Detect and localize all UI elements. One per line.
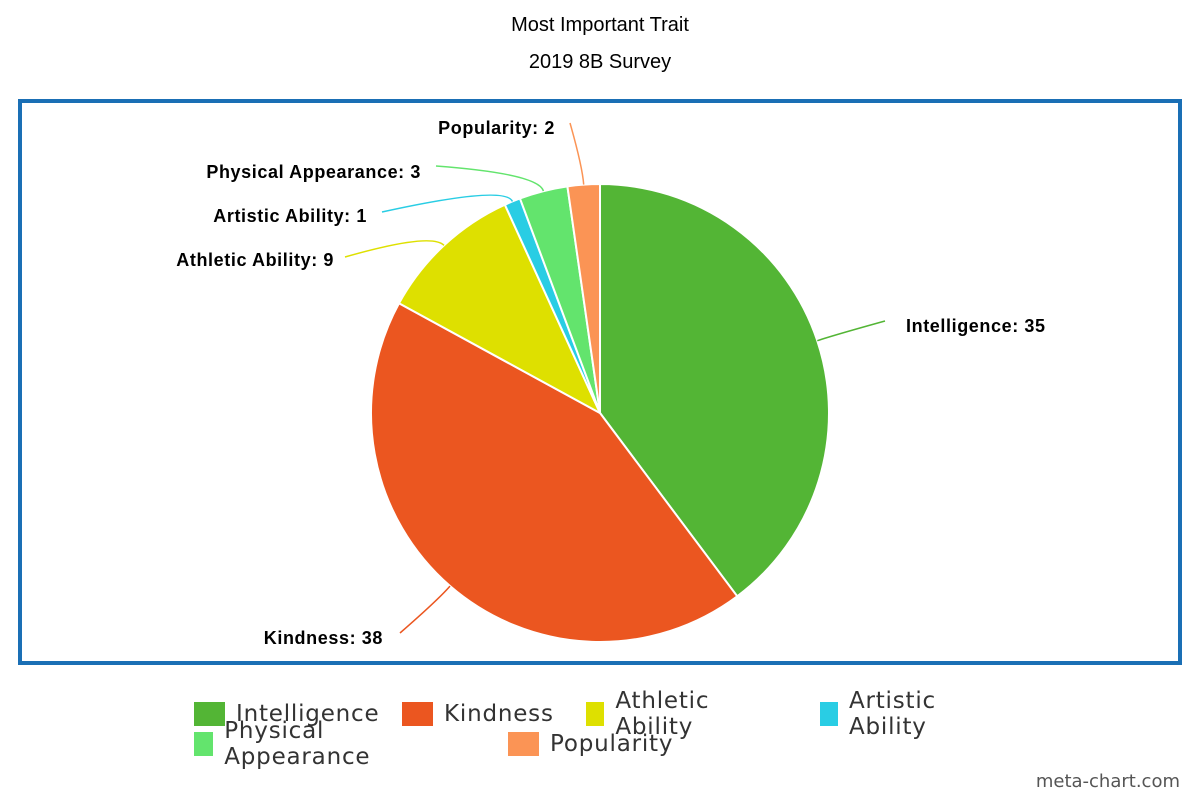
legend-item-intelligence[interactable]: Intelligence <box>194 700 379 728</box>
pie-slice-kindness[interactable] <box>370 301 739 643</box>
leader-line <box>381 194 514 213</box>
watermark: meta-chart.com <box>1035 771 1180 792</box>
legend-item-popularity[interactable]: Popularity <box>508 730 673 758</box>
legend-swatch <box>586 702 605 726</box>
legend-swatch <box>194 702 225 726</box>
legend-item-athletic-ability[interactable]: Athletic Ability <box>586 688 722 740</box>
leader-lines <box>344 122 886 634</box>
leader-line <box>569 122 585 185</box>
data-label: Physical Appearance: 3 <box>206 162 421 182</box>
data-label: Kindness: 38 <box>264 628 383 648</box>
leader-line <box>399 585 451 634</box>
data-labels: Intelligence: 35 Kindness: 38 Athletic Abi… <box>176 118 1045 648</box>
legend-label: Athletic Ability <box>615 688 710 740</box>
data-label: Artistic Ability: 1 <box>213 206 367 226</box>
legend-swatch <box>402 702 433 726</box>
data-label: Athletic Ability: 9 <box>176 250 334 270</box>
legend-item-physical-appearance[interactable]: Physical Appearance <box>194 718 382 770</box>
legend-label: Kindness <box>444 701 554 727</box>
legend-swatch <box>508 732 539 756</box>
chart-title: Most Important Trait <box>511 14 689 36</box>
legend-label: Popularity <box>550 731 674 757</box>
legend-label: Artistic Ability <box>848 688 936 740</box>
legend-label: Intelligence <box>236 701 380 727</box>
leader-line <box>817 320 886 342</box>
pie-slices <box>370 182 830 643</box>
legend-item-artistic-ability[interactable]: Artistic Ability <box>820 688 949 740</box>
pie-slice-intelligence[interactable] <box>599 182 830 598</box>
data-label: Intelligence: 35 <box>906 316 1046 336</box>
leader-line <box>435 165 545 192</box>
legend-swatch <box>820 702 838 726</box>
legend-label: Physical Appearance <box>224 718 371 770</box>
chart-frame <box>18 99 1182 665</box>
data-label: Popularity: 2 <box>438 118 555 138</box>
chart-subtitle: 2019 8B Survey <box>528 51 672 73</box>
legend-swatch <box>194 732 214 756</box>
legend-item-kindness[interactable]: Kindness <box>402 700 554 728</box>
leader-line <box>344 240 445 258</box>
